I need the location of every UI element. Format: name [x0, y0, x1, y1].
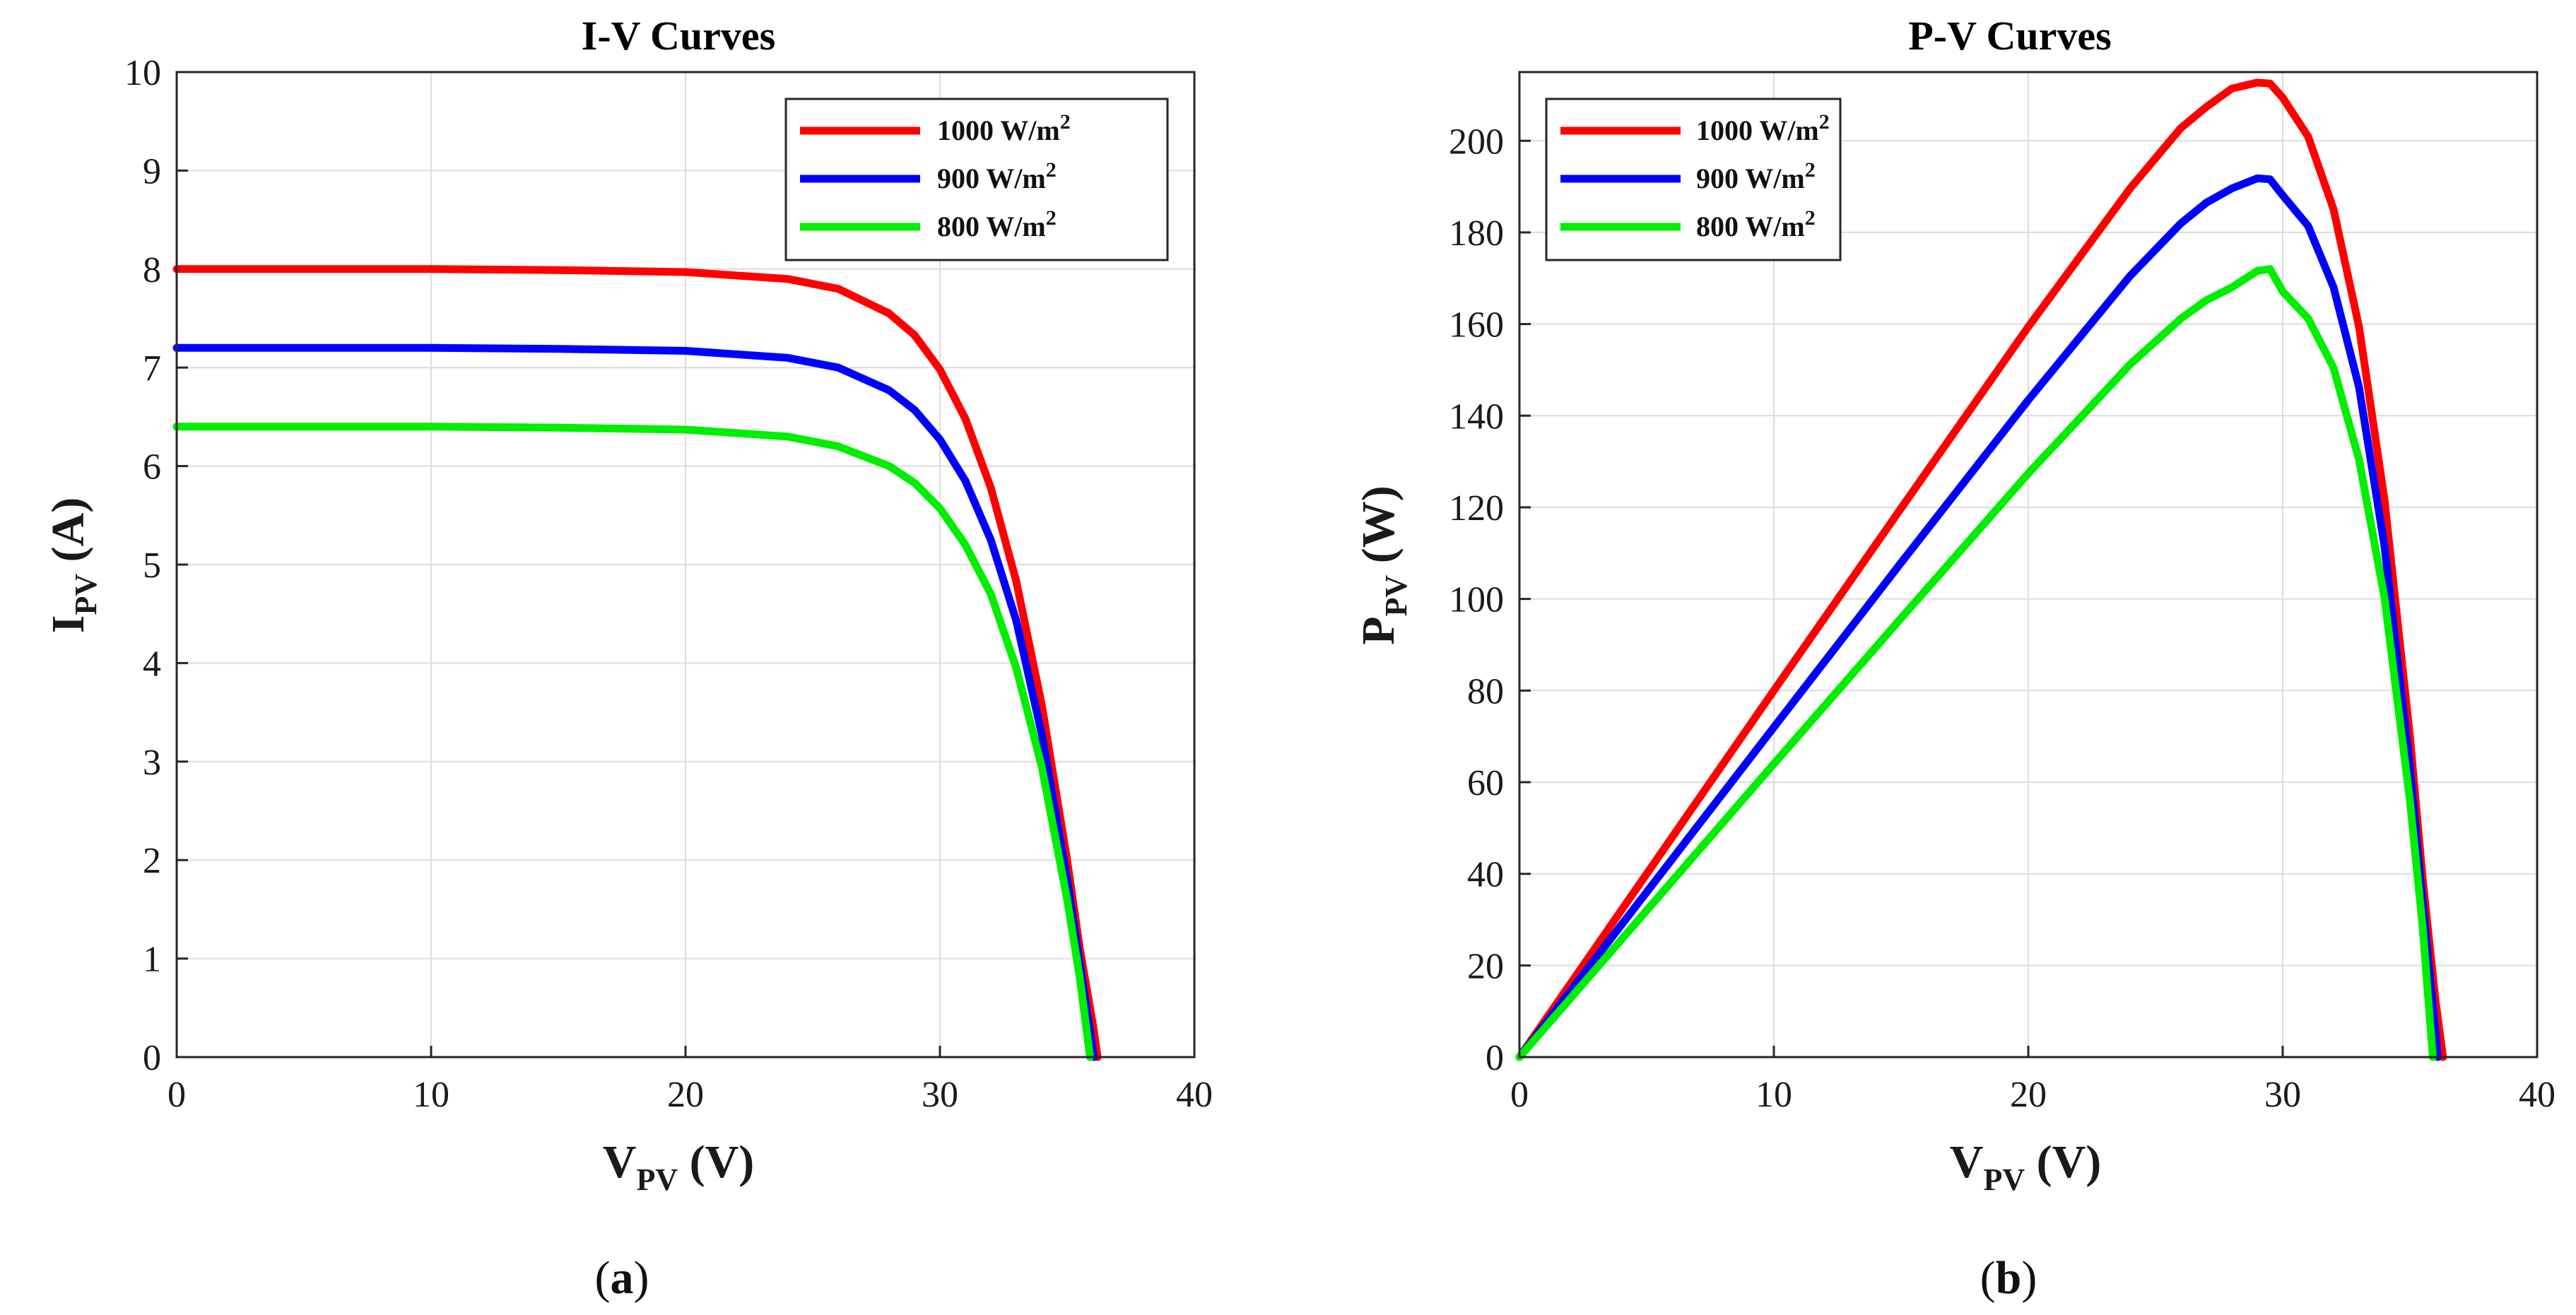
pv-ytick-0: 0	[1486, 1038, 1504, 1078]
pv-ytick-40: 40	[1467, 855, 1504, 895]
iv-ytick-3: 3	[143, 743, 161, 783]
iv-series-800-line	[172, 423, 1094, 1061]
pv-gridlines	[1518, 72, 2539, 1059]
pv-axes-box	[1518, 71, 2539, 1059]
iv-ytick-5: 5	[143, 546, 161, 586]
pv-xtick-20: 20	[2010, 1075, 2047, 1115]
pv-legend-label-900: 900 W/m2	[1696, 158, 1816, 194]
iv-ytick-2: 2	[143, 841, 161, 881]
pv-xtick-0: 0	[1510, 1075, 1529, 1115]
pv-series-lines	[1515, 78, 2447, 1061]
pv-ytick-140: 140	[1449, 396, 1504, 437]
iv-chart: I-V Curves 0 10 20 30 40 0 1 2 3 4 5 6 7 8 9 10 IPV (A)…	[42, 13, 1213, 1304]
pv-series-1000-line	[1515, 78, 2447, 1061]
iv-y-axis-label: IPV (A)	[42, 497, 103, 633]
iv-legend-label-800: 800 W/m2	[937, 206, 1057, 242]
iv-ytick-10: 10	[124, 53, 161, 93]
iv-series-900-line	[172, 343, 1098, 1061]
pv-ytick-120: 120	[1449, 488, 1504, 529]
iv-legend-label-900: 900 W/m2	[937, 158, 1057, 194]
iv-xtick-30: 30	[922, 1075, 958, 1115]
pv-tick-labels: 0 10 20 30 40 0 20 40 60 80 100 120 140 160 180 200	[1449, 122, 2556, 1115]
iv-axes-box	[175, 71, 1196, 1059]
iv-legend-label-1000: 1000 W/m2	[937, 110, 1071, 146]
iv-ytick-0: 0	[143, 1038, 161, 1078]
pv-series-900-line	[1515, 174, 2442, 1061]
iv-xtick-10: 10	[413, 1075, 449, 1115]
pv-ytick-100: 100	[1449, 580, 1504, 620]
pv-ytick-20: 20	[1467, 946, 1504, 986]
iv-ytick-4: 4	[143, 644, 161, 684]
pv-y-axis-label: PPV (W)	[1353, 485, 1413, 644]
pv-ytick-200: 200	[1449, 122, 1504, 162]
pv-x-axis-label: VPV (V)	[1950, 1136, 2101, 1197]
iv-xtick-20: 20	[667, 1075, 704, 1115]
pv-xtick-40: 40	[2519, 1075, 2556, 1115]
pv-ytick-180: 180	[1449, 213, 1504, 254]
pv-chart-title: P-V Curves	[1908, 13, 2111, 59]
pv-chart: P-V Curves 0 10 20 30 40 0 20 40 60 80 100 120 140 16…	[1353, 13, 2556, 1304]
iv-ytick-9: 9	[143, 151, 161, 191]
iv-x-axis-label: VPV (V)	[603, 1136, 754, 1197]
pv-xtick-30: 30	[2264, 1075, 2301, 1115]
caption-a: (a)	[595, 1252, 649, 1304]
iv-xtick-0: 0	[167, 1075, 186, 1115]
iv-tick-labels: 0 10 20 30 40 0 1 2 3 4 5 6 7 8 9 10	[124, 53, 1213, 1115]
pv-series-800-line	[1515, 265, 2437, 1061]
iv-legend: 1000 W/m2 900 W/m2 800 W/m2	[784, 98, 1169, 261]
caption-b: (b)	[1980, 1252, 2037, 1304]
pv-ytick-60: 60	[1467, 763, 1504, 803]
iv-ytick-1: 1	[143, 940, 161, 980]
pv-ytick-160: 160	[1449, 305, 1504, 346]
iv-series-lines	[172, 265, 1102, 1061]
iv-ytick-6: 6	[143, 447, 161, 488]
pv-ytick-80: 80	[1467, 671, 1504, 712]
pv-legend-label-1000: 1000 W/m2	[1696, 110, 1830, 146]
iv-xtick-40: 40	[1176, 1075, 1213, 1115]
iv-chart-title: I-V Curves	[582, 13, 775, 59]
pv-legend: 1000 W/m2 900 W/m2 800 W/m2	[1545, 98, 1842, 261]
iv-ytick-7: 7	[143, 348, 161, 389]
iv-ytick-8: 8	[143, 250, 161, 290]
pv-legend-label-800: 800 W/m2	[1696, 206, 1816, 242]
pv-xtick-10: 10	[1755, 1075, 1792, 1115]
